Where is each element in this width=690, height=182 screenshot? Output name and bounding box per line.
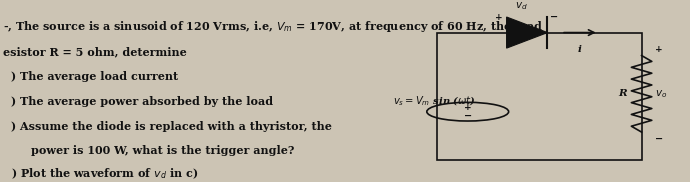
Text: R: R — [618, 89, 627, 98]
Text: ) The average power absorbed by the load: ) The average power absorbed by the load — [11, 96, 273, 107]
Text: -, The source is a sinusoid of 120 Vrms, i.e, $V_m$ = 170V, at frequency of 60 H: -, The source is a sinusoid of 120 Vrms,… — [3, 19, 543, 33]
Text: ) Plot the waveform of $v_d$ in c): ) Plot the waveform of $v_d$ in c) — [11, 166, 198, 181]
Text: $v_o$: $v_o$ — [656, 88, 667, 100]
Polygon shape — [506, 17, 547, 48]
Text: $v_s = V_m$ sin ($\omega t$): $v_s = V_m$ sin ($\omega t$) — [393, 94, 475, 108]
Text: esistor R = 5 ohm, determine: esistor R = 5 ohm, determine — [3, 47, 186, 58]
Text: −: − — [464, 111, 472, 121]
Text: +: + — [656, 45, 663, 54]
Text: ) The average load current: ) The average load current — [11, 72, 178, 82]
Text: ) Assume the diode is replaced with a thyristor, the: ) Assume the diode is replaced with a th… — [11, 121, 332, 132]
Text: $v_d$: $v_d$ — [515, 1, 527, 12]
Text: +: + — [464, 103, 471, 112]
Text: i: i — [578, 45, 582, 54]
Text: power is 100 W, what is the trigger angle?: power is 100 W, what is the trigger angl… — [31, 145, 295, 156]
Text: −: − — [550, 12, 558, 22]
Bar — [437, 33, 642, 160]
Text: −: − — [656, 134, 663, 144]
Text: +: + — [495, 13, 502, 22]
